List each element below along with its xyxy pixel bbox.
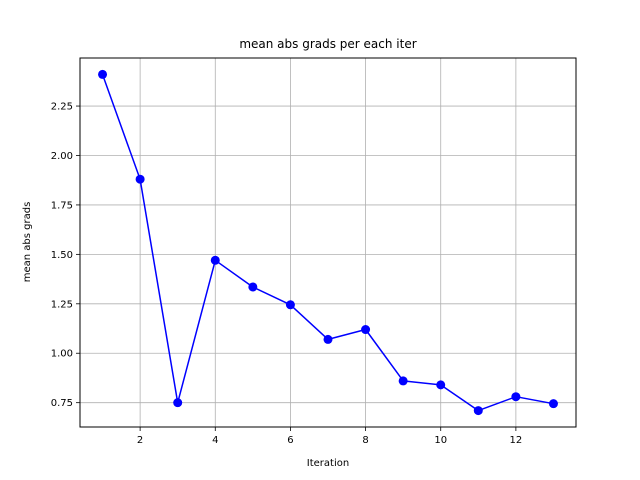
y-tick-label: 1.25	[51, 299, 73, 310]
x-tick-label: 4	[212, 435, 218, 446]
data-point	[135, 174, 145, 184]
data-point	[210, 255, 220, 265]
y-tick-label: 1.50	[51, 250, 73, 261]
series-marker-group	[98, 69, 558, 416]
data-point	[248, 282, 258, 292]
x-tick-label: 12	[510, 435, 523, 446]
chart-title: mean abs grads per each iter	[239, 37, 416, 51]
x-tick-label: 2	[137, 435, 143, 446]
data-point	[511, 392, 521, 402]
data-point	[361, 325, 371, 335]
grid	[80, 58, 576, 427]
data-point	[323, 334, 333, 344]
x-tick-label: 10	[434, 435, 447, 446]
data-point	[473, 406, 483, 416]
data-point	[548, 399, 558, 409]
data-point	[173, 398, 183, 408]
data-point	[398, 376, 408, 386]
data-point	[98, 69, 108, 79]
y-tick-label: 0.75	[51, 398, 73, 409]
data-point	[436, 380, 446, 390]
axis-ticks: 2 4 6 8 10 12 0.75 1.00 1.25 1.50 1.75 2.00 2.25	[51, 102, 523, 446]
x-tick-label: 6	[287, 435, 293, 446]
y-tick-label: 1.75	[51, 200, 73, 211]
y-tick-label: 1.00	[51, 349, 73, 360]
x-axis-label: Iteration	[307, 458, 349, 469]
data-point	[285, 300, 295, 310]
plot-area-frame	[79, 57, 577, 428]
y-tick-label: 2.00	[51, 151, 73, 162]
y-tick-label: 2.25	[51, 102, 73, 113]
y-axis-label: mean abs grads	[22, 202, 33, 283]
x-tick-label: 8	[362, 435, 368, 446]
